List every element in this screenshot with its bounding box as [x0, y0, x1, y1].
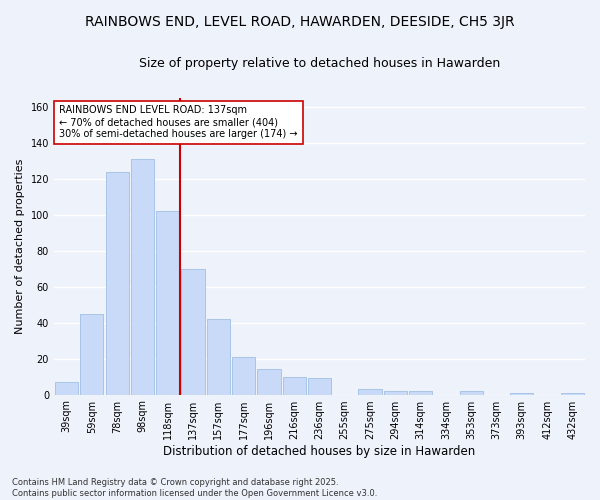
Bar [232, 357, 255, 395]
Text: Contains HM Land Registry data © Crown copyright and database right 2025.
Contai: Contains HM Land Registry data © Crown c… [12, 478, 377, 498]
Bar [510, 393, 533, 394]
Bar [55, 382, 78, 394]
Bar [80, 314, 103, 394]
Bar [106, 172, 129, 394]
Bar [460, 391, 483, 394]
Title: Size of property relative to detached houses in Hawarden: Size of property relative to detached ho… [139, 58, 500, 70]
Bar [181, 269, 205, 394]
X-axis label: Distribution of detached houses by size in Hawarden: Distribution of detached houses by size … [163, 444, 476, 458]
Bar [409, 391, 432, 394]
Bar [283, 376, 306, 394]
Text: RAINBOWS END, LEVEL ROAD, HAWARDEN, DEESIDE, CH5 3JR: RAINBOWS END, LEVEL ROAD, HAWARDEN, DEES… [85, 15, 515, 29]
Bar [308, 378, 331, 394]
Bar [383, 391, 407, 394]
Bar [206, 319, 230, 394]
Bar [131, 159, 154, 394]
Bar [156, 212, 179, 394]
Bar [358, 389, 382, 394]
Text: RAINBOWS END LEVEL ROAD: 137sqm
← 70% of detached houses are smaller (404)
30% o: RAINBOWS END LEVEL ROAD: 137sqm ← 70% of… [59, 106, 298, 138]
Y-axis label: Number of detached properties: Number of detached properties [15, 158, 25, 334]
Bar [561, 393, 584, 394]
Bar [257, 370, 281, 394]
